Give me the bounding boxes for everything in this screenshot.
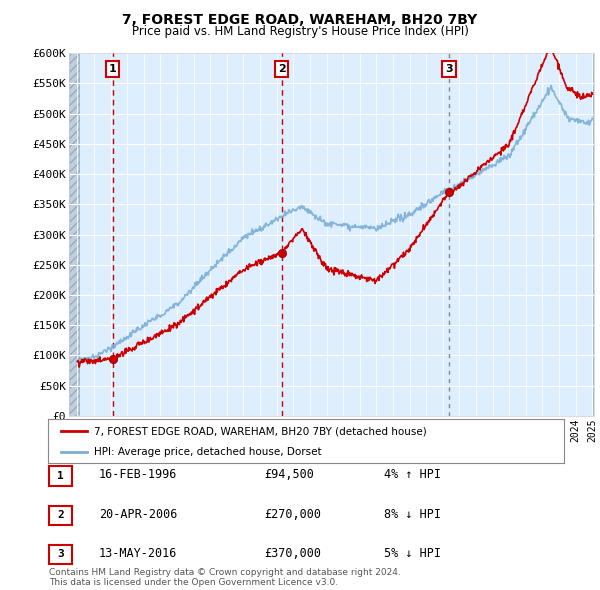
Bar — [69, 53, 79, 416]
Text: 13-MAY-2016: 13-MAY-2016 — [99, 547, 178, 560]
Text: £270,000: £270,000 — [264, 508, 321, 521]
Text: Contains HM Land Registry data © Crown copyright and database right 2024.: Contains HM Land Registry data © Crown c… — [49, 568, 401, 577]
Text: 3: 3 — [445, 64, 453, 74]
Text: 20-APR-2006: 20-APR-2006 — [99, 508, 178, 521]
Text: 16-FEB-1996: 16-FEB-1996 — [99, 468, 178, 481]
Text: 7, FOREST EDGE ROAD, WAREHAM, BH20 7BY: 7, FOREST EDGE ROAD, WAREHAM, BH20 7BY — [122, 13, 478, 27]
Text: 3: 3 — [57, 549, 64, 559]
Text: 1: 1 — [57, 471, 64, 481]
Text: 4% ↑ HPI: 4% ↑ HPI — [384, 468, 441, 481]
Text: 7, FOREST EDGE ROAD, WAREHAM, BH20 7BY (detached house): 7, FOREST EDGE ROAD, WAREHAM, BH20 7BY (… — [94, 427, 427, 436]
Text: HPI: Average price, detached house, Dorset: HPI: Average price, detached house, Dors… — [94, 447, 322, 457]
Text: £94,500: £94,500 — [264, 468, 314, 481]
Text: 2: 2 — [57, 510, 64, 520]
Bar — [593, 53, 596, 416]
Text: 8% ↓ HPI: 8% ↓ HPI — [384, 508, 441, 521]
Text: 1: 1 — [109, 64, 116, 74]
Text: This data is licensed under the Open Government Licence v3.0.: This data is licensed under the Open Gov… — [49, 578, 338, 587]
Text: 2: 2 — [278, 64, 286, 74]
Text: 5% ↓ HPI: 5% ↓ HPI — [384, 547, 441, 560]
Text: Price paid vs. HM Land Registry's House Price Index (HPI): Price paid vs. HM Land Registry's House … — [131, 25, 469, 38]
Text: £370,000: £370,000 — [264, 547, 321, 560]
